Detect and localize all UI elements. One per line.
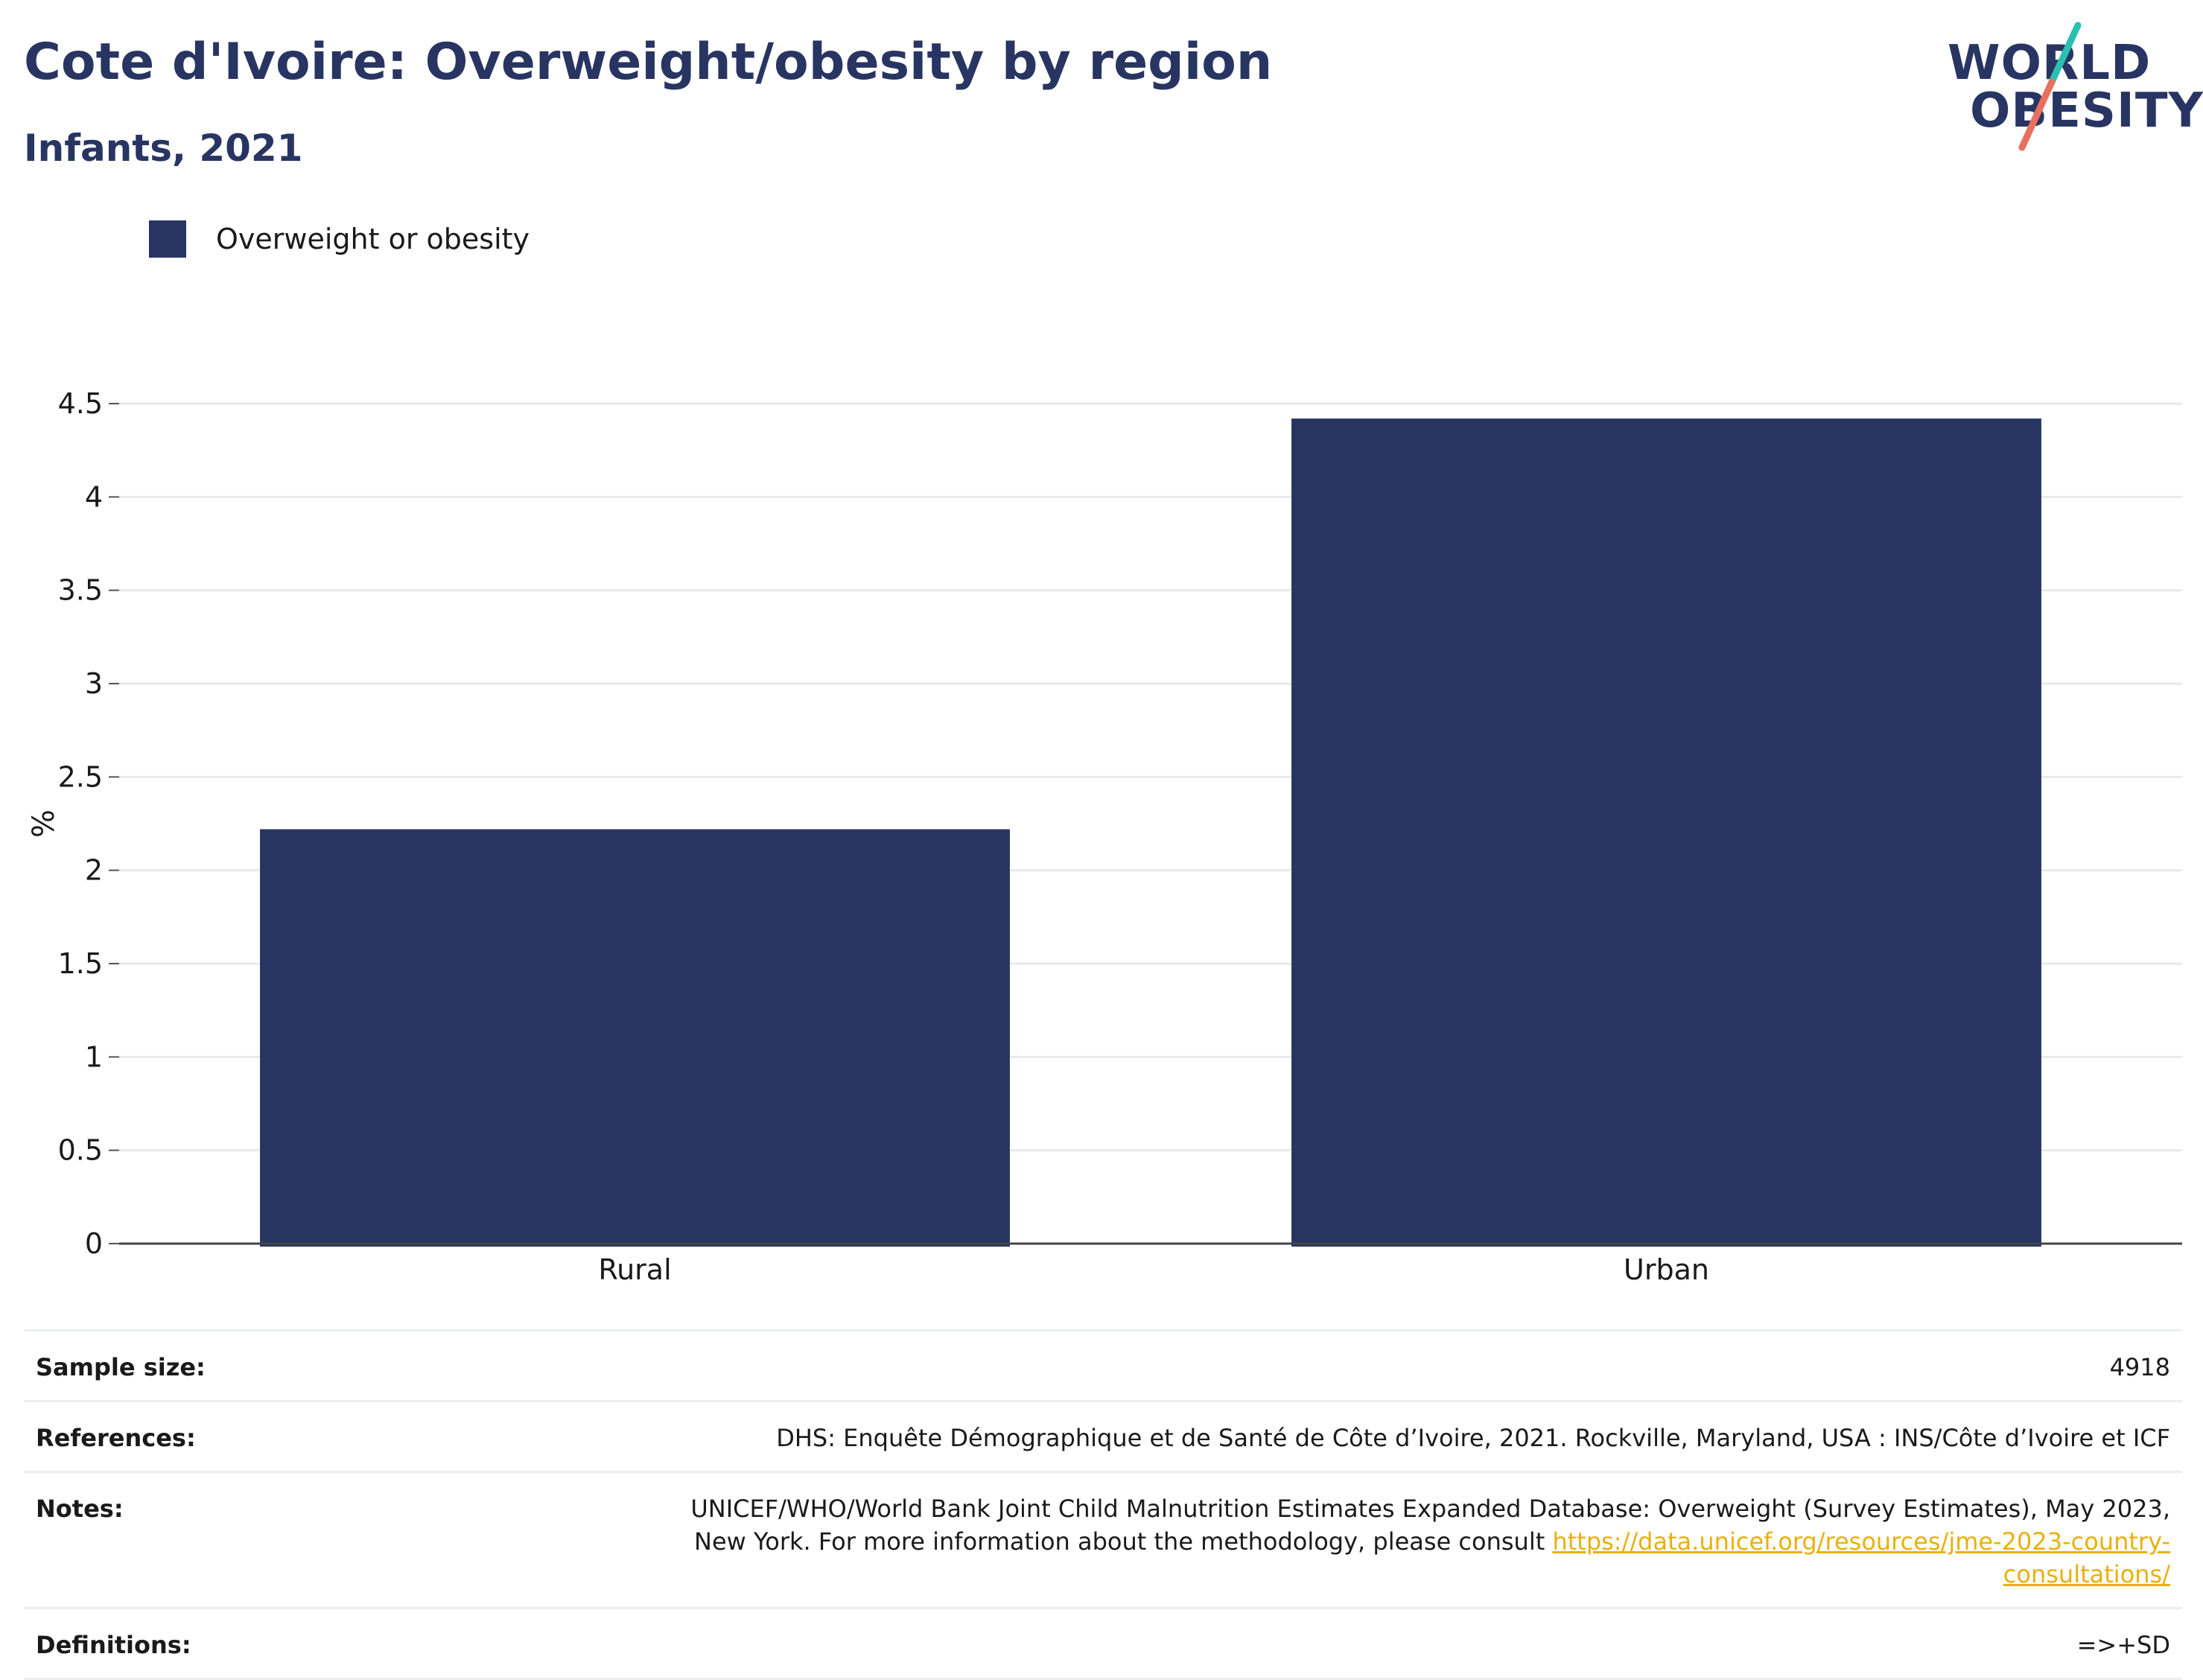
info-key: References: — [36, 1424, 196, 1452]
logo-slash-icon — [2018, 22, 2082, 151]
info-value: DHS: Enquête Démographique et de Santé d… — [776, 1424, 2170, 1452]
info-row-sample-size: Sample size: 4918 — [24, 1331, 2182, 1402]
x-tick-label: Rural — [598, 1253, 671, 1286]
chart-subtitle: Infants, 2021 — [24, 127, 303, 170]
info-key: Notes: — [36, 1495, 124, 1523]
info-value: =>+SD — [2076, 1631, 2170, 1659]
legend-label: Overweight or obesity — [216, 223, 530, 255]
y-tick-label: 4 — [85, 480, 103, 513]
y-tick-label: 2 — [85, 854, 103, 887]
info-key: Definitions: — [36, 1631, 191, 1659]
y-tick-label: 4.5 — [58, 387, 103, 420]
bar-chart: 0 0.5 1 1.5 2 2.5 3 3.5 4 4.5 Rural Urban% — [27, 387, 2182, 1286]
chart-legend: Overweight or obesity — [149, 220, 530, 258]
y-tick-label: 0.5 — [58, 1134, 103, 1167]
info-key: Sample size: — [36, 1353, 206, 1381]
y-tick-label: 2.5 — [58, 760, 103, 793]
y-tick-label: 1 — [85, 1040, 103, 1073]
info-table: Sample size: 4918 References: DHS: Enquê… — [24, 1329, 2182, 1680]
logo-word-obesity: OBESITY — [1970, 83, 2203, 139]
bar-urban — [1291, 419, 2041, 1247]
info-row-definitions: Definitions: =>+SD — [24, 1609, 2182, 1680]
bar-rural — [260, 829, 1010, 1247]
notes-text: UNICEF/WHO/World Bank Joint Child Malnut… — [690, 1495, 2170, 1556]
legend-swatch — [149, 220, 186, 258]
chart-title: Cote d'Ivoire: Overweight/obesity by reg… — [24, 33, 1273, 92]
y-tick-label: 1.5 — [58, 947, 103, 980]
y-tick-label: 3 — [85, 667, 103, 700]
info-value: 4918 — [2109, 1353, 2170, 1381]
y-tick-label: 3.5 — [58, 574, 103, 607]
world-obesity-logo: WORLD OBESITY — [1948, 21, 2203, 155]
x-tick-label: Urban — [1624, 1253, 1709, 1286]
y-axis-title: % — [27, 809, 61, 838]
info-row-references: References: DHS: Enquête Démographique e… — [24, 1402, 2182, 1473]
y-tick-label: 0 — [85, 1227, 103, 1260]
info-value-notes: UNICEF/WHO/World Bank Joint Child Malnut… — [643, 1492, 2170, 1591]
info-row-notes: Notes: UNICEF/WHO/World Bank Joint Child… — [24, 1473, 2182, 1609]
methodology-link[interactable]: https://data.unicef.org/resources/jme-20… — [1552, 1527, 2170, 1588]
